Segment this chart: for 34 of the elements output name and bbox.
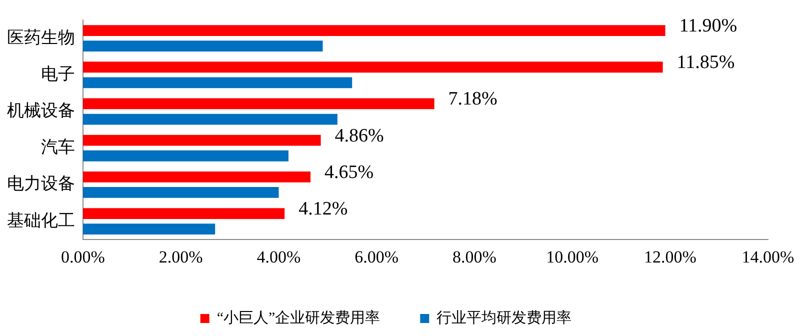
x-tick-label: 4.00% (256, 247, 301, 266)
y-tick-label: 机械设备 (7, 100, 75, 120)
bar (83, 187, 279, 198)
y-tick-label: 电力设备 (7, 174, 75, 194)
bar (83, 134, 321, 146)
bar (83, 114, 338, 125)
bar (83, 98, 434, 110)
y-tick-label: 电子 (41, 64, 75, 84)
bar (83, 224, 216, 235)
bar (83, 171, 311, 182)
bar (83, 150, 288, 162)
x-tick-label: 0.00% (61, 247, 105, 266)
x-tick-label: 2.00% (158, 247, 203, 266)
bar (83, 62, 663, 73)
x-tick-label: 10.00% (546, 247, 598, 266)
data-label: 11.90% (679, 16, 738, 37)
x-tick-label: 6.00% (354, 247, 399, 266)
data-label: 4.86% (334, 125, 384, 146)
bar (83, 208, 285, 219)
data-label: 4.65% (324, 162, 374, 183)
bar (83, 40, 323, 52)
data-label: 4.12% (298, 198, 348, 220)
x-tick-label: 12.00% (644, 247, 696, 266)
legend-label: “小巨人”企业研发费用率 (216, 309, 380, 326)
y-tick-label: 汽车 (41, 138, 75, 157)
bar (83, 25, 666, 36)
bar (83, 77, 352, 88)
x-tick-label: 8.00% (452, 247, 496, 266)
legend-label: 行业平均研发费用率 (436, 309, 572, 326)
y-tick-label: 基础化工 (7, 210, 75, 230)
data-label: 11.85% (676, 52, 735, 74)
y-tick-label: 医药生物 (7, 28, 75, 47)
data-label: 7.18% (448, 88, 498, 110)
x-tick-label: 14.00% (742, 247, 794, 266)
